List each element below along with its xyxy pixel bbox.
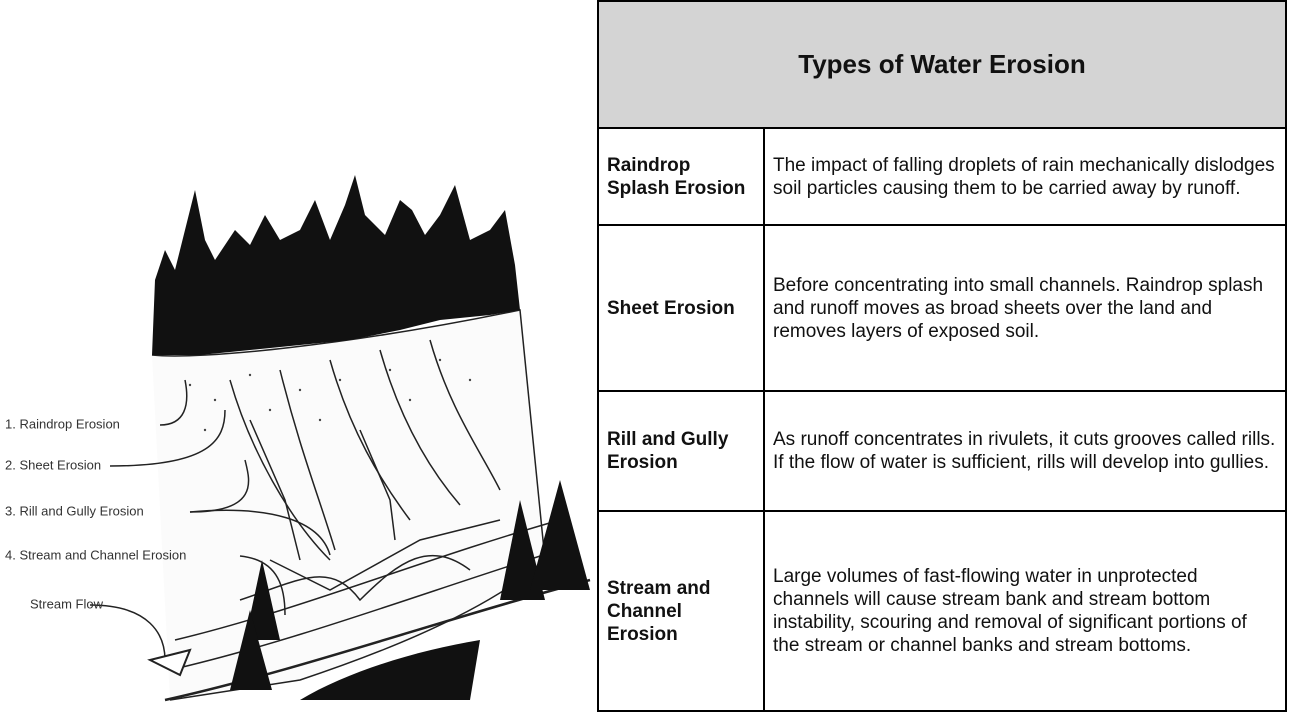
row-text: As runoff concentrates in rivulets, it c… [764, 391, 1286, 511]
label: 2. Sheet Erosion [5, 457, 101, 472]
erosion-illustration: 1. Raindrop Erosion 2. Sheet Erosion 3. … [0, 0, 596, 711]
row-header: Rill and Gully Erosion [598, 391, 764, 511]
hillside [152, 310, 590, 700]
page: 1. Raindrop Erosion 2. Sheet Erosion 3. … [0, 0, 1289, 711]
row-text: Before concentrating into small channels… [764, 225, 1286, 391]
row-header: Stream and Channel Erosion [598, 511, 764, 711]
row-text: The impact of falling droplets of rain m… [764, 128, 1286, 225]
erosion-table: Types of Water Erosion Raindrop Splash E… [597, 0, 1287, 712]
label: 3. Rill and Gully Erosion [5, 503, 144, 518]
row-text: Large volumes of fast-flowing water in u… [764, 511, 1286, 711]
row-header: Sheet Erosion [598, 225, 764, 391]
table-title: Types of Water Erosion [598, 1, 1286, 128]
label: 1. Raindrop Erosion [5, 416, 120, 431]
row-header: Raindrop Splash Erosion [598, 128, 764, 225]
label: Stream Flow [30, 596, 104, 611]
label: 4. Stream and Channel Erosion [5, 547, 186, 562]
